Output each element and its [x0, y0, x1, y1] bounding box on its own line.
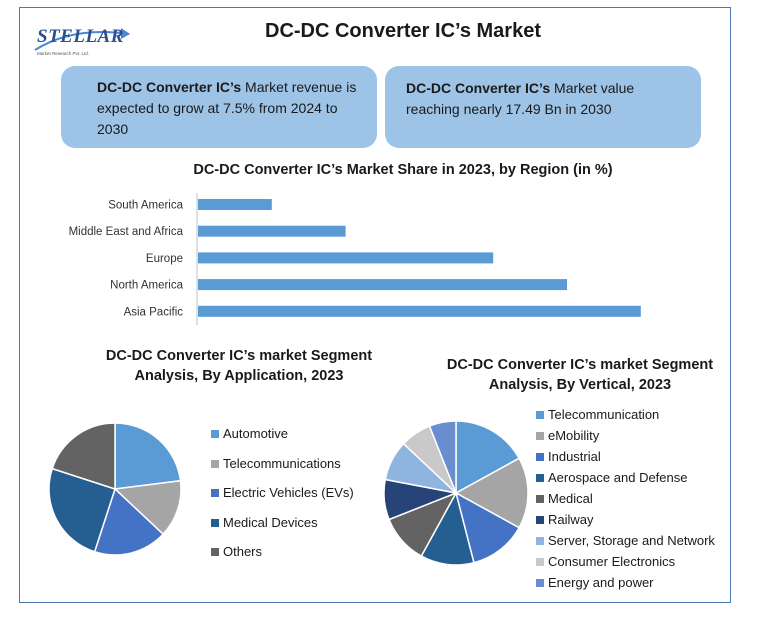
legend-label: Electric Vehicles (EVs): [223, 485, 354, 500]
bar-label-south-america: South America: [108, 200, 183, 212]
logo-word: STELLAR: [37, 26, 124, 47]
legend-label: Energy and power: [548, 575, 654, 590]
legend-swatch: [536, 474, 544, 482]
page-title: DC-DC Converter IC’s Market: [265, 20, 541, 42]
bar-asia-pacific: [198, 305, 641, 317]
legend-label: Railway: [548, 512, 594, 527]
legend-label: Automotive: [223, 426, 289, 441]
info-box-growth: DC-DC Converter IC’s Market revenue is e…: [61, 66, 377, 148]
legend-label: Telecommunications: [223, 455, 341, 471]
application-pie-title: DC-DC Converter IC’s market Segment Anal…: [105, 348, 373, 384]
legend-swatch: [536, 432, 544, 440]
slice-energy-and-power: [428, 420, 457, 494]
legend-label: Others: [223, 544, 263, 559]
slice-telecommunications: [113, 479, 182, 536]
info-box-value-text: Market value reaching nearly 17.49 Bn in…: [406, 80, 635, 117]
legend-swatch: [211, 430, 219, 438]
legend-swatch: [536, 579, 544, 587]
slice-medical-devices: [48, 467, 116, 553]
stellar-logo: STELLAR Market Research Pvt. Ltd.: [33, 20, 133, 64]
legend-label: Medical Devices: [223, 514, 318, 530]
vertical-legend: Telecommunication eMobility Industrial Aero…: [536, 407, 726, 597]
slice-telecommunication: [455, 420, 521, 495]
slice-automotive: [114, 422, 182, 490]
vertical-pie-title: DC-DC Converter IC’s market Segment Anal…: [446, 357, 714, 393]
bar-label-middle-east-and-africa: Middle East and Africa: [69, 226, 184, 238]
info-box-value-bold: DC-DC Converter IC’s: [406, 80, 551, 96]
slice-industrial: [454, 491, 521, 564]
legend-label: Consumer Electronics: [548, 554, 676, 569]
legend-label: Medical: [548, 491, 593, 506]
legend-swatch: [211, 548, 219, 556]
legend-label: eMobility: [548, 428, 600, 443]
bar-label-asia-pacific: Asia Pacific: [124, 306, 184, 318]
info-box-growth-text: Market revenue is expected to grow at 7.…: [97, 79, 357, 137]
application-pie-chart: [48, 422, 182, 556]
logo-swoosh-icon: [34, 28, 130, 51]
bar-label-north-america: North America: [110, 280, 183, 292]
legend-swatch: [211, 518, 219, 527]
application-legend: Automotive Telecommunications Electric Veh…: [211, 426, 371, 566]
logo-subtitle: Market Research Pvt. Ltd.: [37, 51, 90, 56]
info-box-growth-bold: DC-DC Converter IC’s: [97, 79, 242, 95]
legend-label: Server, Storage and Network: [548, 533, 715, 548]
legend-swatch: [536, 411, 544, 419]
slice-others: [51, 422, 116, 491]
legend-swatch: [536, 516, 544, 524]
info-box-value: DC-DC Converter IC’s Market value reachi…: [385, 66, 701, 148]
legend-swatch: [211, 489, 219, 497]
legend-label: Industrial: [548, 449, 601, 464]
slice-electric-vehicles-evs: [93, 487, 165, 556]
bar-chart-title: DC-DC Converter IC’s Market Share in 202…: [193, 162, 613, 178]
bar-south-america: [198, 199, 272, 210]
legend-swatch: [211, 459, 219, 468]
bar-label-europe: Europe: [146, 253, 183, 265]
slice-emobility: [454, 457, 529, 529]
bar-middle-east-and-africa: [198, 225, 346, 237]
legend-label: Aerospace and Defense: [548, 470, 688, 485]
vertical-pie-chart: [383, 420, 529, 566]
legend-swatch: [536, 558, 544, 566]
legend-swatch: [536, 495, 544, 503]
legend-swatch: [536, 453, 544, 461]
bar-north-america: [198, 279, 567, 291]
bar-europe: [198, 252, 494, 264]
legend-label: Telecommunication: [548, 407, 660, 422]
legend-swatch: [536, 537, 544, 545]
